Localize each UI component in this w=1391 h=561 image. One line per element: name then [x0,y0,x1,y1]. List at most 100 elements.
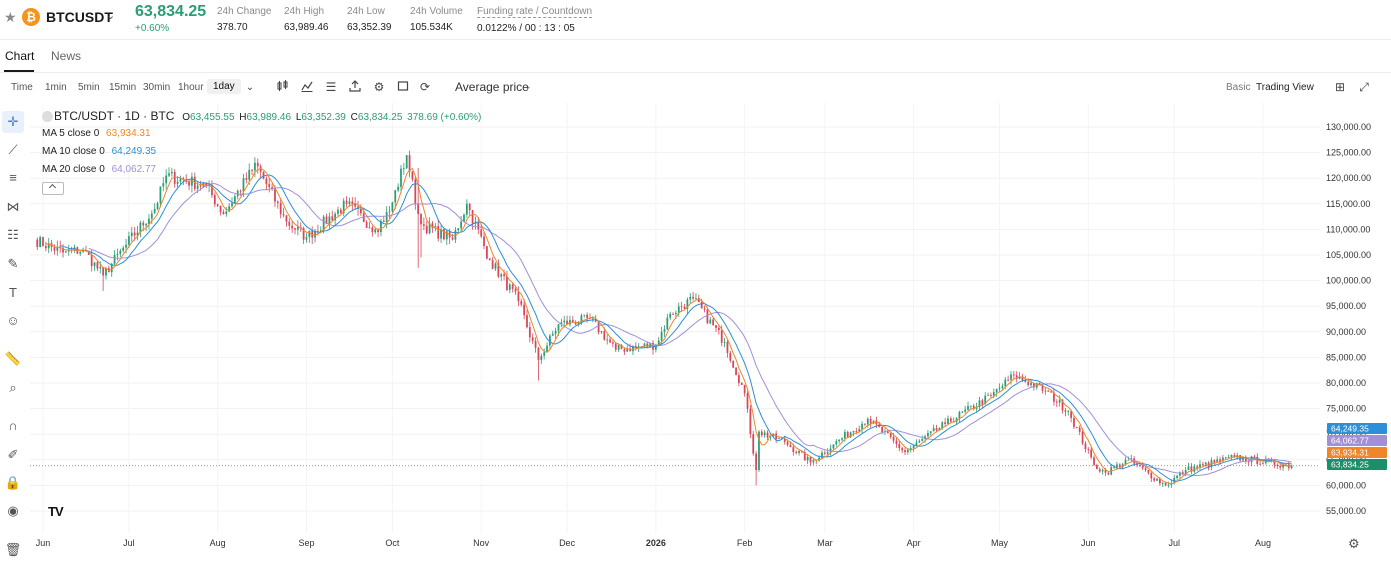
eye-icon[interactable]: ◉ [7,503,19,518]
candle-body [1141,465,1144,469]
indicators-icon[interactable] [300,80,314,95]
view-trading-view[interactable]: Trading View [1256,82,1314,93]
favorite-star-icon[interactable]: ★ [4,9,17,25]
fullscreen-box-icon[interactable] [396,80,410,95]
text-icon[interactable]: T [9,285,17,300]
candle-body [706,309,709,324]
layout-grid-icon[interactable]: ⊞ [1334,80,1346,94]
chevron-down-icon[interactable]: ⌄ [524,81,532,91]
candle-body [961,411,964,413]
zoom-icon[interactable]: ⌕ [9,380,17,395]
timeframe-15min[interactable]: 15min [109,82,137,93]
settings-icon[interactable]: ⚙ [373,80,385,94]
ma5-line [45,167,1292,485]
trash-icon[interactable]: 🗑 [4,542,22,557]
y-tick-label: 110,000.00 [1326,224,1370,234]
candle-body [864,423,866,425]
ma10-legend[interactable]: MA 10 close 0 64,249.35 [42,145,482,163]
ma-value: 64,062.77 [111,164,157,175]
lock-icon[interactable]: 🔒 [4,475,22,490]
candle-body [1010,374,1012,380]
magnet-icon[interactable]: ∩ [8,418,18,433]
stat-funding-rate[interactable]: Funding rate / Countdown 0.0122% / 00 : … [477,6,593,34]
candle-body [978,400,981,407]
candle-body [523,304,526,316]
legend-collapse-button[interactable] [42,182,64,195]
crosshair-icon[interactable]: ✛ [2,111,24,133]
timeframe-5min[interactable]: 5min [78,82,100,93]
timeframe-1day[interactable]: 1day [207,79,241,94]
candle-body [465,203,468,215]
emoji-icon[interactable]: ☺ [6,313,20,328]
ma-value: 63,934.31 [106,128,151,139]
candle-body [228,206,231,212]
candle-body [589,318,591,319]
candle-body [36,239,39,247]
candle-body [1096,464,1098,470]
stat-24h-change: 24h Change 378.70 [217,6,272,33]
ruler-icon[interactable]: 📏 [4,351,22,366]
ma5-legend[interactable]: MA 5 close 0 63,934.31 [42,127,482,145]
candle-body [1070,411,1073,418]
timeframe-1hour[interactable]: 1hour [178,82,204,93]
candle-body [1259,463,1262,465]
timeframe-time[interactable]: Time [11,82,33,93]
candle-body [835,441,838,445]
candle-body [1216,459,1219,463]
candle-body [749,408,752,435]
candle-body [1064,410,1067,412]
candle-body [743,384,746,394]
candle-body [683,306,686,309]
tab-news[interactable]: News [51,49,82,63]
trend-line-icon[interactable]: ⟋ [8,142,18,157]
candle-body [987,394,989,396]
candle-body [176,181,179,184]
candle-body [1004,379,1007,387]
candle-body [574,322,577,325]
upload-icon[interactable] [348,80,362,95]
list-icon[interactable]: ☰ [325,80,337,94]
candle-body [1199,464,1201,468]
stat-label[interactable]: Funding rate / Countdown [477,6,593,18]
candle-body [969,405,972,407]
candle-body [231,203,233,207]
price-type-select[interactable]: Average price [455,80,529,94]
chart-settings-gear-icon[interactable]: ⚙ [1348,536,1360,551]
candle-body [901,448,904,451]
candle-body [918,440,921,443]
candle-body [597,321,600,333]
candle-body [374,229,377,233]
candle-body [437,226,440,239]
price-chart[interactable]: 55,000.0060,000.0065,000.0070,000.0075,0… [30,103,1391,561]
candle-body [1018,376,1021,379]
view-basic[interactable]: Basic [1226,82,1251,93]
brush-icon[interactable]: ✎ [7,256,19,271]
candle-body [322,216,325,231]
candle-body [1193,466,1196,472]
candle-body [288,221,291,226]
candle-body [1104,469,1107,473]
candle-body [87,251,90,255]
candle-body [766,432,769,438]
chevron-down-icon[interactable]: ⌄ [106,10,116,22]
tab-chart[interactable]: Chart [5,49,35,63]
candle-body [1087,449,1090,450]
chevron-down-icon[interactable]: ⌄ [245,82,255,93]
expand-icon[interactable]: ⤢ [1359,80,1369,94]
candle-body [170,171,173,174]
x-tick-label: Jun [36,538,51,548]
lock-edit-icon[interactable]: ✐ [7,447,19,462]
fib-icon[interactable]: ☷ [7,227,19,242]
pattern-icon[interactable]: ⋈ [6,199,20,214]
timeframe-30min[interactable]: 30min [143,82,171,93]
symbol-selector[interactable]: BTCUSDT [46,9,113,25]
ma20-legend[interactable]: MA 20 close 0 64,062.77 [42,163,482,181]
candle-type-icon[interactable] [276,80,290,95]
candle-body [895,440,898,444]
candle-body [377,229,379,233]
horizontal-lines-icon[interactable]: ≡ [9,170,17,185]
candle-body [96,262,99,269]
refresh-icon[interactable]: ⟳ [419,80,431,94]
candle-body [242,178,245,192]
timeframe-1min[interactable]: 1min [45,82,67,93]
